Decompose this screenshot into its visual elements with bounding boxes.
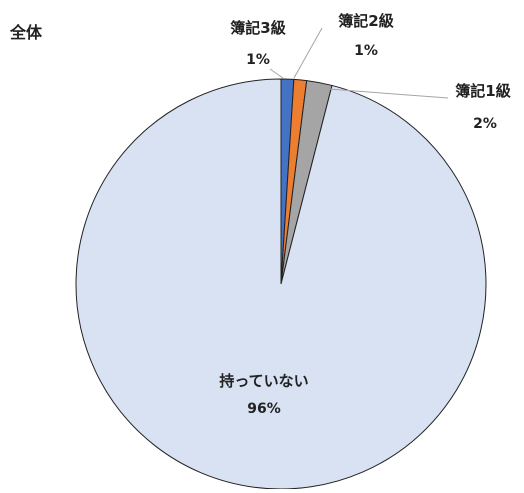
slice-label-percent-2: 1% — [354, 43, 378, 59]
slice-label-percent-1: 1% — [246, 52, 270, 68]
slice-label-percent-4: 96% — [247, 401, 281, 417]
slice-label-name-2: 簿記2級 — [338, 12, 393, 30]
slice-label-name-4: 持っていない — [219, 372, 308, 390]
leader-line-2 — [293, 27, 323, 79]
slice-label-name-1: 簿記3級 — [230, 19, 285, 37]
slice-label-percent-3: 2% — [473, 116, 497, 132]
pie-slice-4 — [75, 78, 487, 490]
leader-line-3 — [314, 87, 449, 99]
chart-title: 全体 — [10, 23, 43, 42]
leader-line-1 — [269, 68, 284, 79]
slice-label-name-3: 簿記1級 — [455, 82, 510, 100]
